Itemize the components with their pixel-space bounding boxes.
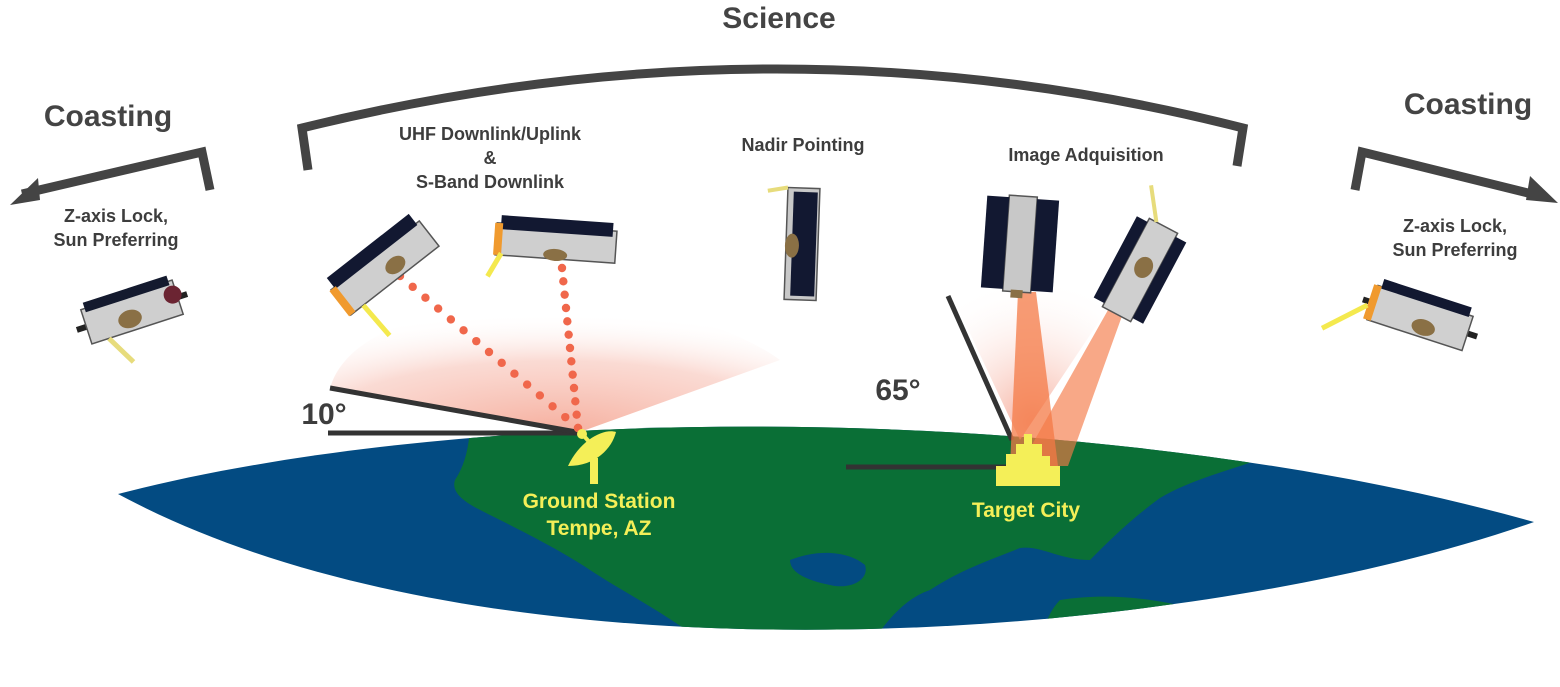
mode-uhf-line1: UHF Downlink/Uplink — [399, 124, 582, 144]
elevation-angle-label: 10° — [301, 398, 346, 431]
satellite-nadir — [767, 185, 821, 302]
elevation-angle-lines — [328, 385, 583, 436]
link-dot — [522, 380, 532, 389]
link-dot — [567, 357, 576, 366]
mode-right-line1: Z-axis Lock, — [1403, 216, 1507, 236]
phase-coasting-right-label: Coasting — [1404, 88, 1532, 121]
link-dot — [557, 263, 567, 273]
satellite-uhf-1 — [326, 213, 441, 338]
gulf-water — [790, 552, 866, 587]
link-dot — [535, 391, 545, 400]
north-america-land — [454, 426, 1270, 630]
science-arc-bracket — [296, 64, 1249, 171]
link-dot — [571, 397, 580, 406]
link-dot — [561, 303, 571, 313]
satellite-coasting-right — [1320, 279, 1478, 352]
satellite-coasting-left — [75, 275, 189, 364]
mode-left-line1: Z-axis Lock, — [64, 206, 168, 226]
link-dot — [497, 358, 506, 368]
phase-science-label: Science — [722, 2, 835, 35]
imaging-beams — [1010, 292, 1122, 466]
target-city-icon — [996, 434, 1060, 486]
mode-uhf-line3: S-Band Downlink — [416, 172, 565, 192]
satellite-uhf-2 — [485, 215, 618, 278]
mode-nadir-label: Nadir Pointing — [742, 135, 865, 155]
link-dot — [421, 293, 430, 302]
target-angle-lines — [846, 294, 1015, 470]
ground-station-label-line1: Ground Station — [523, 490, 676, 513]
link-dot — [510, 369, 519, 378]
link-dot — [484, 347, 494, 357]
link-dot — [548, 402, 557, 411]
coasting-right-arrow — [1350, 146, 1558, 203]
earth — [118, 426, 1534, 630]
link-dot — [408, 282, 417, 292]
link-dot — [565, 343, 575, 353]
phase-coasting-left-label: Coasting — [44, 100, 172, 133]
satellite-imaging-1 — [980, 194, 1060, 299]
mode-right-line2: Sun Preferring — [1392, 240, 1517, 260]
link-dot — [564, 330, 573, 339]
mode-uhf-line2: & — [484, 148, 497, 168]
link-dot — [568, 370, 577, 379]
ground-station-dish-icon — [568, 429, 616, 484]
link-dot — [472, 336, 481, 346]
satellite-imaging-2 — [1093, 184, 1187, 324]
link-dot — [459, 326, 468, 335]
link-dot — [446, 315, 456, 324]
target-angle-label: 65° — [875, 374, 920, 407]
mode-left-line2: Sun Preferring — [53, 230, 178, 250]
link-dot — [560, 290, 569, 299]
coasting-left-arrow — [10, 146, 215, 205]
link-dot — [569, 383, 579, 393]
mode-image-label: Image Adquisition — [1008, 145, 1163, 165]
ground-station-label-line2: Tempe, AZ — [546, 517, 651, 540]
link-dot — [563, 317, 572, 326]
south-america-land — [1039, 596, 1240, 630]
link-dot — [561, 412, 570, 422]
target-city-label: Target City — [972, 499, 1080, 522]
comm-cone-glow — [330, 300, 780, 432]
link-dot — [572, 410, 581, 419]
link-dot — [559, 277, 568, 286]
link-dot — [433, 304, 443, 313]
